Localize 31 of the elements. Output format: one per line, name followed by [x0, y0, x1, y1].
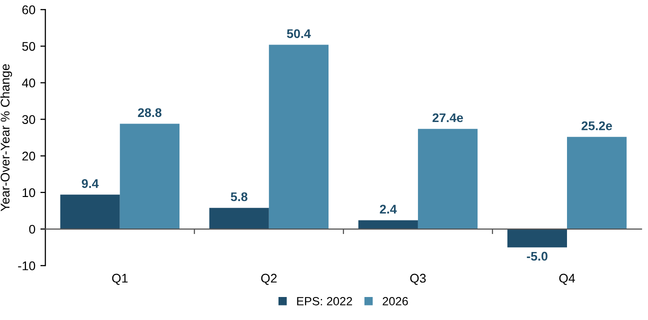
data-label: 28.8	[138, 108, 162, 118]
y-tick-label: 60	[22, 5, 36, 14]
bar	[418, 128, 478, 230]
bar	[209, 208, 269, 230]
bar	[358, 220, 418, 230]
y-tick-label: 40	[22, 78, 36, 88]
bar	[60, 194, 120, 230]
y-tick-label: -10	[18, 261, 36, 270]
y-tick-label: 30	[22, 115, 36, 124]
y-tick-label: 0	[29, 224, 36, 234]
data-label: 5.8	[230, 192, 248, 202]
legend-label: 2026	[382, 297, 408, 306]
y-axis-title: Year-Over-Year % Change	[0, 64, 12, 212]
y-tick-label: 20	[22, 152, 36, 161]
x-tick-label: Q4	[559, 274, 575, 285]
legend-label: EPS: 2022	[297, 297, 352, 306]
bar	[507, 229, 567, 248]
data-label: -5.0	[526, 252, 548, 261]
x-tick-label: Q3	[410, 274, 426, 285]
data-label: 2.4	[380, 204, 397, 214]
y-tick-label: 10	[22, 188, 36, 198]
x-tick-label: Q1	[112, 274, 128, 285]
x-tick-label: Q2	[261, 274, 277, 285]
data-label: 50.4	[286, 29, 311, 38]
data-label: 25.2e	[582, 121, 612, 130]
y-tick-label: 50	[22, 42, 36, 51]
data-label: 9.4	[82, 179, 99, 188]
bar	[120, 124, 180, 230]
bar	[567, 136, 627, 230]
data-label: 27.4e	[432, 113, 463, 122]
bar	[268, 44, 329, 230]
